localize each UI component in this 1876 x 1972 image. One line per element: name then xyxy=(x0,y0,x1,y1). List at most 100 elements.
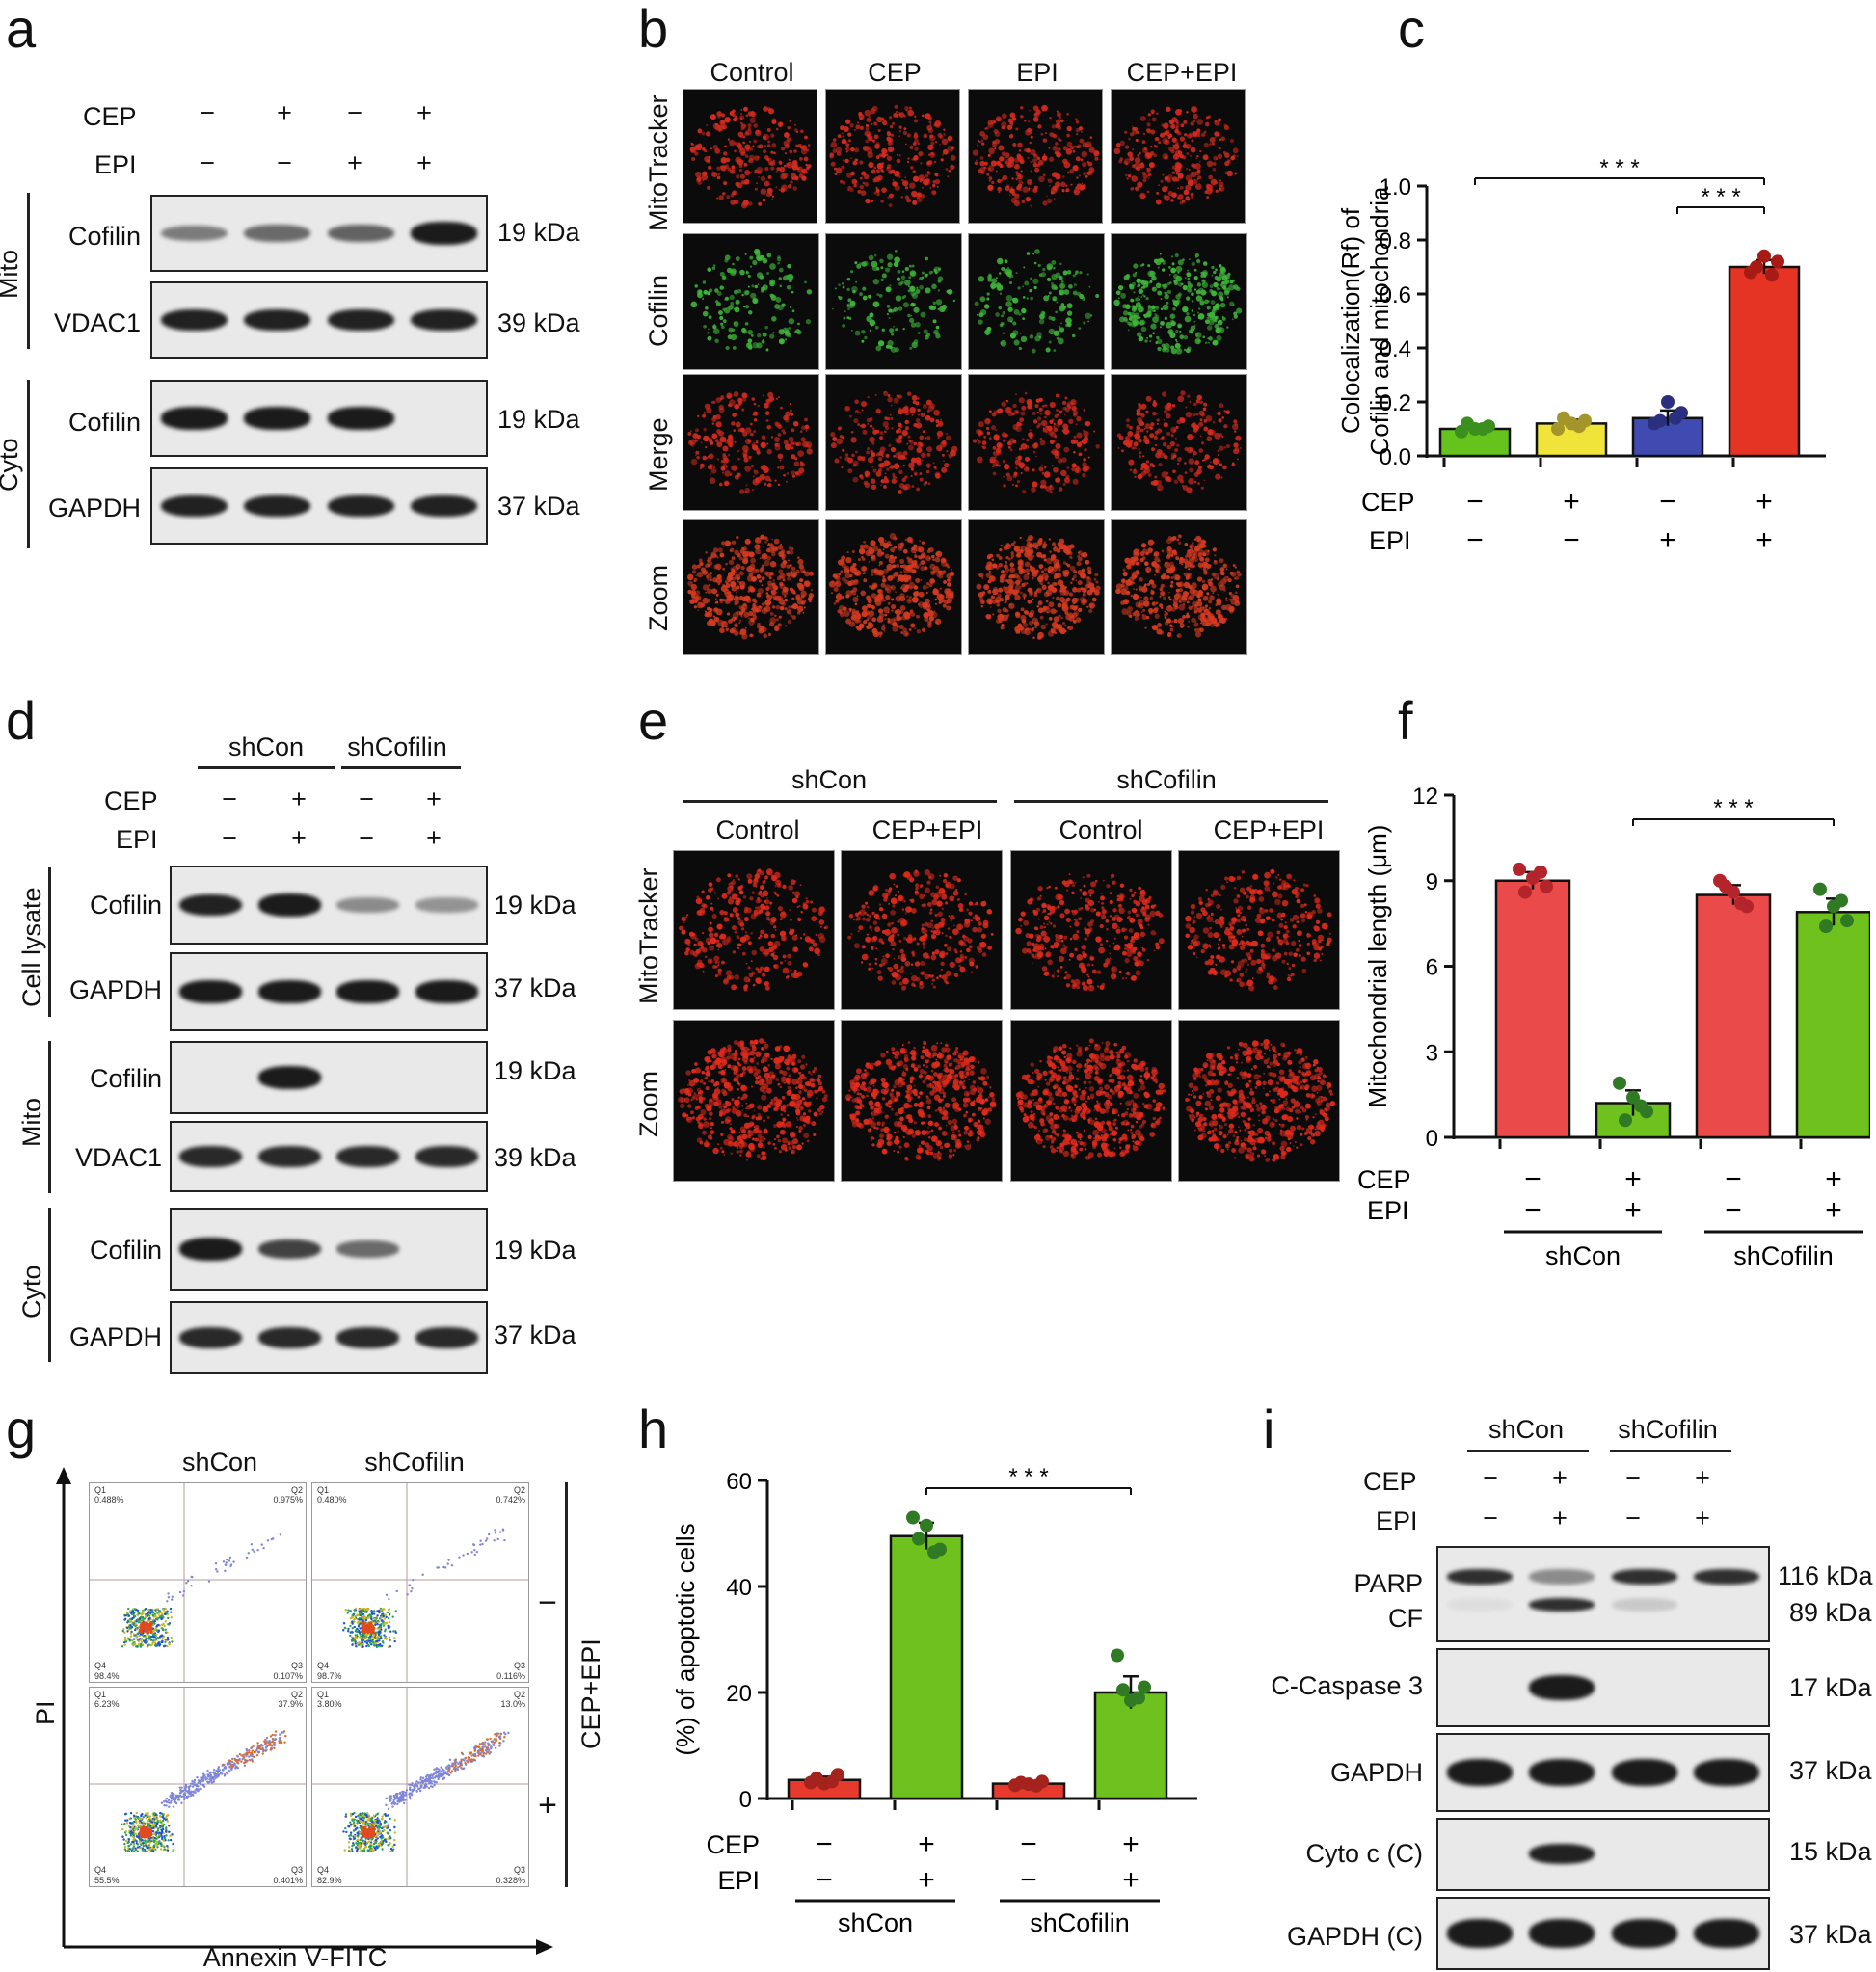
kda-label: 37 kDa xyxy=(494,1322,576,1348)
blot-band xyxy=(1694,1919,1759,1948)
quadrant-label: 6.23% xyxy=(94,1699,120,1709)
fluorescence-signal xyxy=(683,90,817,223)
column-label: Control xyxy=(715,817,799,843)
kda-label: 89 kDa xyxy=(1789,1600,1872,1626)
blot-band xyxy=(1447,1759,1513,1786)
blot-band xyxy=(258,1066,321,1088)
cep-sign: + xyxy=(426,786,442,813)
cep-sign: − xyxy=(1020,1828,1037,1860)
cep-sign: − xyxy=(1725,1163,1742,1195)
blot-protein-label: GAPDH (C) xyxy=(1287,1924,1423,1950)
cep-sign: + xyxy=(1563,486,1580,518)
blot-band xyxy=(328,309,394,332)
quadrant-label: 3.80% xyxy=(317,1699,342,1709)
group-line xyxy=(1467,1450,1589,1452)
data-point xyxy=(1619,1113,1632,1127)
quadrant-label: Q2 xyxy=(514,1485,525,1495)
shcofilin-label: shCofilin xyxy=(1618,1417,1718,1443)
kda-label: 17 kDa xyxy=(1789,1675,1872,1701)
kda-label: 37 kDa xyxy=(494,975,576,1001)
column-label: CEP xyxy=(868,60,922,86)
epi-label: EPI xyxy=(94,152,137,178)
quadrant-label: 37.9% xyxy=(278,1699,303,1709)
epi-sign: − xyxy=(1466,524,1484,556)
blot-band xyxy=(328,225,394,243)
quadrant-label: 0.107% xyxy=(273,1671,303,1681)
epi-sign: − xyxy=(1524,1194,1541,1226)
quadrant-label: Q2 xyxy=(291,1485,303,1495)
blot-band xyxy=(1612,1598,1677,1612)
epi-sign: + xyxy=(1755,524,1773,556)
blot-protein-label: Cofilin xyxy=(68,410,141,436)
fluorescence-signal xyxy=(969,375,1104,510)
blot-band xyxy=(415,1146,478,1167)
blot-protein-label: Cofilin xyxy=(90,1238,162,1264)
bar xyxy=(1729,267,1799,456)
shcon-label: shCon xyxy=(791,767,867,793)
kda-label: 39 kDa xyxy=(494,1145,576,1171)
panel-label-h: h xyxy=(638,1402,668,1456)
blot-band xyxy=(1612,1919,1677,1948)
y-axis-label: (%) of apoptotic cells xyxy=(671,1523,700,1755)
micrograph xyxy=(841,850,1003,1010)
shcon-label: shCon xyxy=(1545,1241,1621,1270)
quadrant-label: Q4 xyxy=(94,1661,106,1670)
data-point xyxy=(1014,1776,1028,1790)
blot-band xyxy=(179,1146,242,1167)
shcofilin-label: shCofilin xyxy=(1733,1241,1834,1270)
data-point xyxy=(1613,1077,1626,1090)
epi-label: EPI xyxy=(1369,526,1411,555)
micrograph xyxy=(968,89,1103,224)
column-label: EPI xyxy=(1016,60,1059,86)
kda-label: 116 kDa xyxy=(1778,1563,1873,1589)
kda-label: 19 kDa xyxy=(494,1058,576,1084)
micrograph xyxy=(1010,1020,1172,1182)
blot-band xyxy=(415,897,478,912)
kda-label: 37 kDa xyxy=(1789,1758,1872,1784)
cep-sign: − xyxy=(347,100,362,126)
blot-protein-label: Cofilin xyxy=(90,1066,162,1092)
micrograph xyxy=(968,233,1105,370)
y-tick-label: 3 xyxy=(1426,1040,1438,1066)
shcon-label: shCon xyxy=(228,734,304,760)
blot-band xyxy=(161,407,228,429)
y-tick-label: 20 xyxy=(726,1681,752,1707)
group-line xyxy=(198,766,335,769)
cyto-label: Cyto xyxy=(0,438,24,492)
mito-label: Mito xyxy=(17,1098,47,1147)
cep-sign: − xyxy=(1659,486,1676,518)
data-point xyxy=(1476,422,1489,436)
fluorescence-signal xyxy=(969,520,1104,654)
blot-band xyxy=(411,309,477,332)
data-point xyxy=(1540,880,1553,893)
epi-sign: + xyxy=(291,825,307,851)
quadrant-label: 0.742% xyxy=(496,1495,525,1505)
quadrant-label: 0.975% xyxy=(273,1495,303,1505)
blot-band xyxy=(336,980,399,1002)
blot-protein-label: PARP xyxy=(1353,1571,1423,1597)
micrograph xyxy=(673,1020,835,1182)
y-tick-label: 9 xyxy=(1426,869,1438,895)
blot-band xyxy=(336,1327,399,1348)
western-blot xyxy=(150,467,488,545)
y-axis-label: Mitochondrial length (μm) xyxy=(1363,825,1392,1108)
western-blot xyxy=(170,952,488,1031)
cell-lysate-bracket xyxy=(48,867,51,1017)
bar xyxy=(1496,881,1569,1137)
group-line xyxy=(1014,800,1328,803)
epi-sign: − xyxy=(200,150,215,176)
kda-label: 15 kDa xyxy=(1789,1839,1872,1865)
data-point xyxy=(1719,880,1732,893)
blot-band xyxy=(258,1146,321,1167)
mito-label: Mito xyxy=(0,250,24,299)
blot-band xyxy=(1529,1569,1595,1585)
significance-stars: * * * xyxy=(1008,1464,1048,1490)
data-point xyxy=(1757,250,1771,263)
column-label: Control xyxy=(710,60,793,86)
blot-protein-label: GAPDH xyxy=(69,977,162,1003)
